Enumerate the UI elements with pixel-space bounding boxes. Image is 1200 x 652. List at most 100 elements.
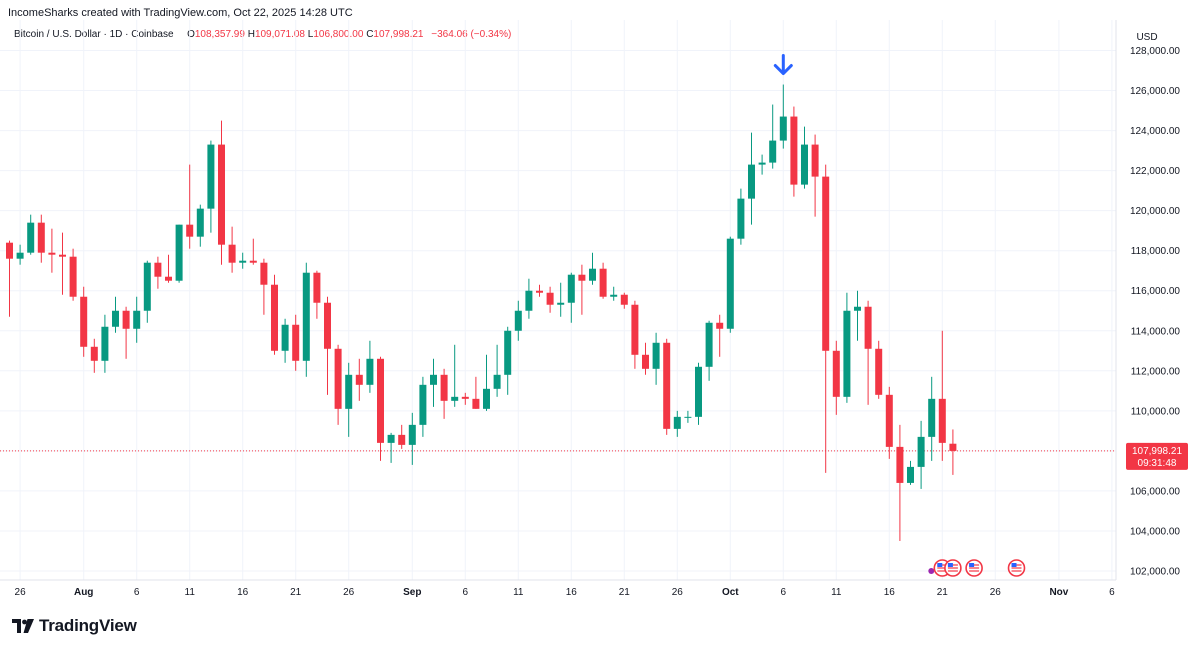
candle[interactable] xyxy=(419,376,427,437)
candle[interactable] xyxy=(493,344,501,397)
candle[interactable] xyxy=(430,358,437,407)
us-flag-icon[interactable] xyxy=(1007,559,1026,577)
candle[interactable] xyxy=(779,84,787,149)
candle[interactable] xyxy=(885,386,893,459)
candle[interactable] xyxy=(207,140,215,233)
candle[interactable] xyxy=(154,256,162,289)
candle[interactable] xyxy=(917,420,925,489)
candle[interactable] xyxy=(355,358,363,401)
candle[interactable] xyxy=(514,300,522,341)
candle[interactable] xyxy=(80,286,88,357)
candle[interactable] xyxy=(69,248,77,301)
candle[interactable] xyxy=(90,338,98,373)
candle[interactable] xyxy=(896,424,904,541)
candle[interactable] xyxy=(218,120,225,265)
candle[interactable] xyxy=(472,376,480,409)
candle[interactable] xyxy=(483,354,490,411)
candle-body xyxy=(175,224,183,281)
candle[interactable] xyxy=(122,306,130,359)
candle[interactable] xyxy=(673,410,681,437)
candle[interactable] xyxy=(758,154,766,175)
candle[interactable] xyxy=(854,290,861,341)
candle[interactable] xyxy=(546,286,554,313)
candle[interactable] xyxy=(165,254,172,283)
candle[interactable] xyxy=(408,412,416,465)
candle[interactable] xyxy=(271,274,278,355)
candle[interactable] xyxy=(228,226,236,273)
us-flag-icon[interactable] xyxy=(944,559,962,577)
candle[interactable] xyxy=(843,292,851,403)
candle[interactable] xyxy=(387,432,395,463)
candle[interactable] xyxy=(440,368,448,419)
candle[interactable] xyxy=(811,134,819,217)
candle[interactable] xyxy=(610,286,618,301)
candle[interactable] xyxy=(302,262,310,377)
candle[interactable] xyxy=(292,314,300,371)
candle[interactable] xyxy=(769,104,777,169)
event-dot-icon[interactable] xyxy=(928,568,935,574)
candle[interactable] xyxy=(599,262,607,299)
candle[interactable] xyxy=(504,326,512,395)
candle[interactable] xyxy=(864,300,872,405)
candle[interactable] xyxy=(313,270,321,319)
candle[interactable] xyxy=(175,224,183,283)
candle[interactable] xyxy=(249,238,257,265)
candle[interactable] xyxy=(16,244,24,265)
candle[interactable] xyxy=(334,344,342,425)
candle[interactable] xyxy=(907,460,914,485)
candle[interactable] xyxy=(101,314,109,373)
candle[interactable] xyxy=(875,340,883,399)
candle[interactable] xyxy=(377,356,384,461)
candle[interactable] xyxy=(536,284,543,297)
tradingview-logo[interactable]: TradingView xyxy=(12,616,137,636)
candle[interactable] xyxy=(345,362,353,437)
candle[interactable] xyxy=(790,106,798,197)
candle[interactable] xyxy=(578,264,586,315)
candle[interactable] xyxy=(684,410,692,423)
candle[interactable] xyxy=(949,429,957,475)
candle[interactable] xyxy=(239,252,247,269)
candle[interactable] xyxy=(461,392,469,405)
price-tick-label: 110,000.00 xyxy=(1131,406,1181,417)
candle[interactable] xyxy=(196,204,204,247)
candle[interactable] xyxy=(631,300,639,369)
candle[interactable] xyxy=(642,342,649,375)
candle[interactable] xyxy=(726,236,734,333)
candle[interactable] xyxy=(716,314,724,357)
candle[interactable] xyxy=(451,344,459,407)
candle[interactable] xyxy=(112,296,119,333)
candle[interactable] xyxy=(324,296,331,395)
candle[interactable] xyxy=(748,132,755,225)
candle[interactable] xyxy=(59,232,66,295)
candle[interactable] xyxy=(938,330,946,461)
candle[interactable] xyxy=(652,332,660,385)
us-flag-icon[interactable] xyxy=(965,559,983,577)
candle[interactable] xyxy=(143,260,151,323)
candle[interactable] xyxy=(663,338,671,435)
candle[interactable] xyxy=(525,278,533,319)
candle[interactable] xyxy=(589,252,596,285)
candle[interactable] xyxy=(398,424,406,449)
candle[interactable] xyxy=(6,240,13,317)
candle[interactable] xyxy=(186,164,194,249)
candle[interactable] xyxy=(260,258,268,315)
candle[interactable] xyxy=(801,126,808,189)
candle[interactable] xyxy=(705,320,713,381)
candle[interactable] xyxy=(695,362,702,425)
candle[interactable] xyxy=(557,282,565,317)
candle[interactable] xyxy=(832,340,840,415)
candle[interactable] xyxy=(366,340,374,393)
candle[interactable] xyxy=(737,188,745,245)
candle[interactable] xyxy=(27,214,35,255)
candle[interactable] xyxy=(928,376,936,461)
candle-body xyxy=(695,366,702,417)
symbol-title[interactable]: Bitcoin / U.S. Dollar · 1D · Coinbase xyxy=(14,29,174,40)
candle[interactable] xyxy=(37,214,45,263)
candle[interactable] xyxy=(567,272,575,323)
candle[interactable] xyxy=(620,292,628,309)
candle[interactable] xyxy=(133,296,141,343)
candle[interactable] xyxy=(281,318,289,363)
candle[interactable] xyxy=(822,164,830,473)
candle[interactable] xyxy=(48,228,56,273)
